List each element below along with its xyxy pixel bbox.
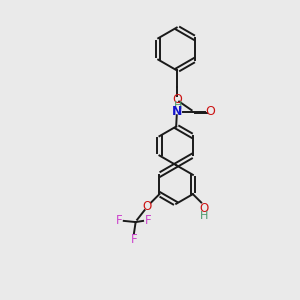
Text: O: O: [205, 105, 215, 118]
Text: H: H: [174, 101, 182, 111]
Text: F: F: [116, 214, 122, 227]
Text: O: O: [200, 202, 209, 215]
Text: H: H: [200, 211, 208, 221]
Text: F: F: [145, 214, 152, 227]
Text: O: O: [142, 200, 152, 213]
Text: O: O: [172, 93, 182, 106]
Text: F: F: [130, 233, 137, 246]
Text: N: N: [172, 105, 182, 118]
